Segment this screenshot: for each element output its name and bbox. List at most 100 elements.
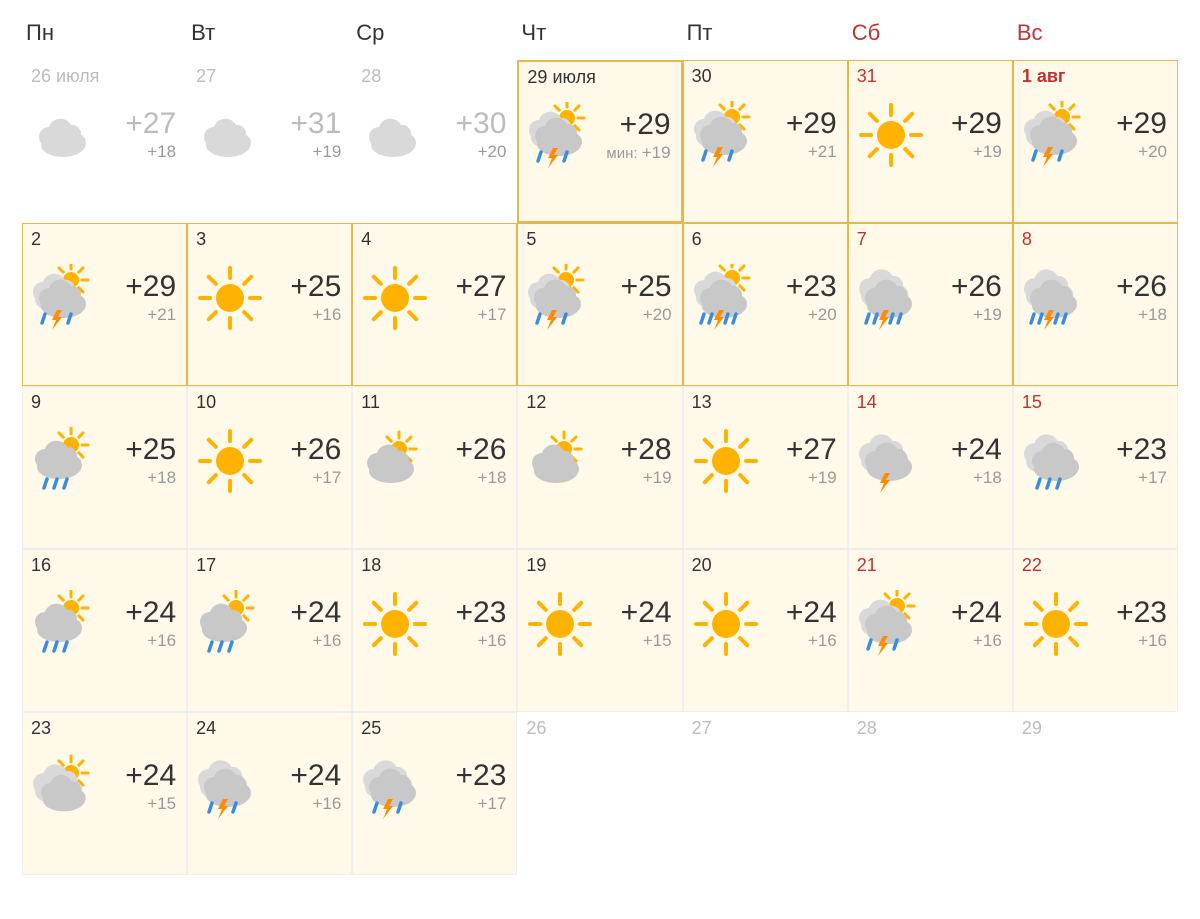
temp-low: +20 xyxy=(598,305,671,325)
temps: +28+19 xyxy=(598,434,673,488)
day-content: +24+18 xyxy=(857,427,1004,495)
partly-cloudy-past-icon xyxy=(31,101,99,169)
temp-low-value: +16 xyxy=(808,631,837,650)
rain-sun-icon xyxy=(196,590,264,658)
temp-low: +15 xyxy=(103,794,176,814)
temp-high: +29 xyxy=(103,271,176,303)
temps: +24+18 xyxy=(929,434,1004,488)
temps: +23+17 xyxy=(433,760,508,814)
day-header: Пт xyxy=(683,12,848,60)
sunny-icon xyxy=(196,427,264,495)
day-content: +23+20 xyxy=(692,264,839,332)
sunny-icon xyxy=(1022,590,1090,658)
day-header: Сб xyxy=(848,12,1013,60)
temps: +29+20 xyxy=(1094,108,1169,162)
temp-high: +24 xyxy=(929,597,1002,629)
temps: +26+18 xyxy=(1094,271,1169,325)
date-label: 31 xyxy=(857,67,1004,87)
temp-low-value: +18 xyxy=(478,468,507,487)
day-cell[interactable]: 15 +23+17 xyxy=(1013,386,1178,549)
temp-high: +23 xyxy=(1094,597,1167,629)
temps: +23+16 xyxy=(1094,597,1169,651)
temp-high: +27 xyxy=(433,271,506,303)
day-content: +25+16 xyxy=(196,264,343,332)
temp-low: +16 xyxy=(433,631,506,651)
day-cell[interactable]: 12 +28+19 xyxy=(517,386,682,549)
day-cell[interactable]: 13+27+19 xyxy=(683,386,848,549)
temp-low: +20 xyxy=(764,305,837,325)
day-content: +28+19 xyxy=(526,427,673,495)
day-cell[interactable]: 20+24+16 xyxy=(683,549,848,712)
day-content: +24+15 xyxy=(526,590,673,658)
day-content: +29+20 xyxy=(1022,101,1169,169)
date-label: 27 xyxy=(196,67,343,87)
temp-high: +27 xyxy=(764,434,837,466)
temps: +27+17 xyxy=(433,271,508,325)
day-cell[interactable]: 9 +25+18 xyxy=(22,386,187,549)
day-content: +27+17 xyxy=(361,264,508,332)
temp-low: +20 xyxy=(433,142,506,162)
day-content: +25+20 xyxy=(526,264,673,332)
temp-high: +28 xyxy=(598,434,671,466)
day-cell[interactable]: 21 +24+16 xyxy=(848,549,1013,712)
date-label: 7 xyxy=(857,230,1004,250)
sunny-icon xyxy=(196,264,264,332)
day-content: +24+16 xyxy=(196,590,343,658)
day-content: +24+16 xyxy=(857,590,1004,658)
day-cell[interactable]: 16 +24+16 xyxy=(22,549,187,712)
temps: +31+19 xyxy=(268,108,343,162)
day-content: +23+16 xyxy=(1022,590,1169,658)
temp-low-value: +16 xyxy=(312,794,341,813)
temps: +24+15 xyxy=(103,760,178,814)
day-cell[interactable]: 30 +29+21 xyxy=(683,60,848,223)
temp-low-value: +17 xyxy=(478,794,507,813)
day-cell[interactable]: 24 +24+16 xyxy=(187,712,352,875)
day-cell[interactable]: 25 +23+17 xyxy=(352,712,517,875)
day-cell[interactable]: 14 +24+18 xyxy=(848,386,1013,549)
day-cell[interactable]: 2 +29+21 xyxy=(22,223,187,386)
temps: +24+15 xyxy=(598,597,673,651)
day-cell[interactable]: 22+23+16 xyxy=(1013,549,1178,712)
day-cell: 29 xyxy=(1013,712,1178,875)
temps: +24+16 xyxy=(929,597,1004,651)
day-cell[interactable]: 7 +26+19 xyxy=(848,223,1013,386)
temp-low-value: +19 xyxy=(643,468,672,487)
day-cell[interactable]: 17 +24+16 xyxy=(187,549,352,712)
day-cell[interactable]: 5 +25+20 xyxy=(517,223,682,386)
temps: +26+19 xyxy=(929,271,1004,325)
temp-low: +16 xyxy=(268,631,341,651)
day-content: +24+15 xyxy=(31,753,178,821)
date-label: 30 xyxy=(692,67,839,87)
temp-high: +30 xyxy=(433,108,506,140)
day-cell[interactable]: 11 +26+18 xyxy=(352,386,517,549)
day-cell[interactable]: 23 +24+15 xyxy=(22,712,187,875)
day-cell[interactable]: 4+27+17 xyxy=(352,223,517,386)
temp-low: +16 xyxy=(268,305,341,325)
temp-low-value: +19 xyxy=(973,305,1002,324)
rain-sun-icon xyxy=(31,590,99,658)
day-cell[interactable]: 1 авг +29+20 xyxy=(1013,60,1178,223)
day-cell[interactable]: 19+24+15 xyxy=(517,549,682,712)
day-cell[interactable]: 6 +23+20 xyxy=(683,223,848,386)
temp-low-value: +18 xyxy=(147,142,176,161)
temp-high: +26 xyxy=(1094,271,1167,303)
temp-low-value: +18 xyxy=(973,468,1002,487)
day-cell[interactable]: 31 +29+19 xyxy=(848,60,1013,223)
day-cell[interactable]: 29 июля +29мин: +19 xyxy=(517,60,682,223)
temp-low: +19 xyxy=(929,305,1002,325)
day-cell[interactable]: 3+25+16 xyxy=(187,223,352,386)
sunny-past-icon xyxy=(196,101,264,169)
temp-low: +17 xyxy=(433,305,506,325)
heavy-storm-icon xyxy=(857,264,925,332)
day-content: +29+19 xyxy=(857,101,1004,169)
day-content: +29мин: +19 xyxy=(527,102,672,170)
temps: +26+17 xyxy=(268,434,343,488)
day-content: +31+19 xyxy=(196,101,343,169)
date-label: 9 xyxy=(31,393,178,413)
day-cell[interactable]: 8 +26+18 xyxy=(1013,223,1178,386)
day-cell[interactable]: 10+26+17 xyxy=(187,386,352,549)
date-label: 6 xyxy=(692,230,839,250)
day-cell[interactable]: 18+23+16 xyxy=(352,549,517,712)
sunny-icon xyxy=(857,101,925,169)
thunderstorm-cloud-icon xyxy=(361,753,429,821)
